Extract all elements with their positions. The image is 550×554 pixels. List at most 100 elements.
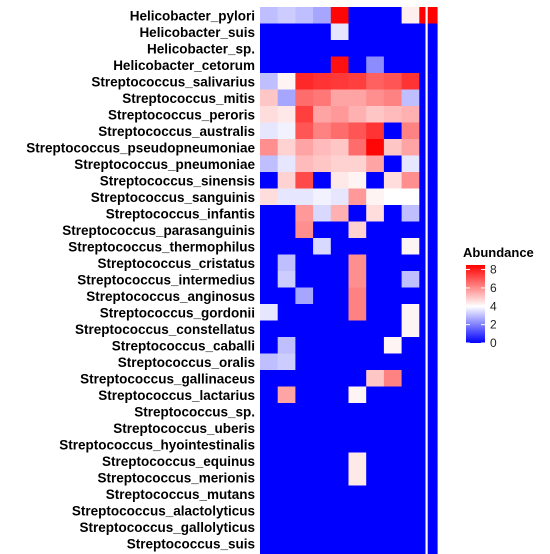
heatmap-cell [295,271,314,289]
heatmap-cell [330,452,350,470]
heatmap-cell [366,287,385,305]
heatmap-cell [313,452,332,470]
heatmap-cell [295,23,314,41]
heatmap-cell [313,56,332,74]
heatmap-cell [330,304,350,322]
heatmap-cell [419,502,438,520]
heatmap-cell [419,370,438,388]
heatmap-cell [419,238,438,256]
heatmap-cell [419,304,438,322]
heatmap-cell [401,535,420,553]
heatmap-cell [277,386,296,404]
row-label: Streptococcus_equinus [102,454,255,469]
heatmap-cell [348,188,367,206]
heatmap-cell [277,452,296,470]
heatmap-cell [366,254,385,272]
heatmap-cell [260,304,279,322]
heatmap-cell [348,419,367,437]
heatmap-cell [295,7,314,25]
heatmap-cell [313,238,332,256]
heatmap-cell [383,188,403,206]
heatmap-cell [277,188,296,206]
heatmap-cell [260,188,279,206]
heatmap-cell [330,238,350,256]
heatmap-cell [383,238,403,256]
heatmap-cell [295,172,314,190]
heatmap-cell [313,172,332,190]
heatmap-cell [277,535,296,553]
heatmap-cell [277,370,296,388]
heatmap-cell [401,89,420,107]
heatmap-cell [313,122,332,140]
legend-title: Abundance [463,245,534,260]
heatmap-cell [366,73,385,91]
heatmap-cell [401,122,420,140]
heatmap-cell [277,518,296,536]
heatmap-cell [383,320,403,338]
row-label: Streptococcus_mutans [106,487,255,502]
heatmap-cell [277,7,296,25]
heatmap-cell [383,419,403,437]
heatmap-cell [401,139,420,157]
heatmap-cell [419,139,438,157]
heatmap-cell [419,221,438,239]
heatmap-cell [419,419,438,437]
heatmap-cell [383,485,403,503]
heatmap-cell [419,436,438,454]
heatmap-cell [366,320,385,338]
heatmap-cell [295,469,314,487]
heatmap-cell [401,518,420,536]
heatmap-cell [277,106,296,124]
heatmap-cell [401,370,420,388]
row-label: Streptococcus_salivarius [91,74,255,89]
heatmap-cell [277,436,296,454]
heatmap-cell [330,436,350,454]
heatmap-cell [383,287,403,305]
heatmap-cell [260,485,279,503]
heatmap-cell [419,287,438,305]
row-label: Streptococcus_gallinaceus [80,371,255,386]
heatmap-cell [419,205,438,223]
heatmap-cell [348,452,367,470]
heatmap-cell [313,205,332,223]
heatmap-cell [401,40,420,58]
heatmap-cell [330,89,350,107]
heatmap-cell [260,337,279,355]
heatmap-cell [277,23,296,41]
heatmap-cell [401,106,420,124]
row-label: Helicobacter_cetorum [113,58,255,73]
heatmap-cell [295,386,314,404]
heatmap-cell [348,287,367,305]
heatmap-cell [401,419,420,437]
heatmap-cell [260,271,279,289]
heatmap-cell [348,205,367,223]
heatmap-cell [383,139,403,157]
heatmap-cell [313,40,332,58]
heatmap-cell [383,205,403,223]
heatmap-cell [348,436,367,454]
row-label: Streptococcus_infantis [106,206,255,221]
row-label: Streptococcus_parasanguinis [62,223,255,238]
heatmap-cell [313,271,332,289]
heatmap-cell [295,221,314,239]
heatmap-cell [419,452,438,470]
heatmap-cell [383,56,403,74]
heatmap-cell [401,386,420,404]
heatmap-cell [330,40,350,58]
heatmap-cell [260,353,279,371]
heatmap-cell [313,155,332,173]
heatmap-cell [313,7,332,25]
heatmap-cell [260,518,279,536]
heatmap-cell [419,7,438,25]
heatmap-cell [295,419,314,437]
heatmap-cell [419,386,438,404]
heatmap-cell [419,271,438,289]
heatmap-cell [313,221,332,239]
heatmap-cell [313,502,332,520]
heatmap-cell [277,56,296,74]
heatmap-cell [330,518,350,536]
heatmap-cell [366,106,385,124]
heatmap-cell [366,205,385,223]
heatmap-cell [348,23,367,41]
heatmap-cell [295,122,314,140]
